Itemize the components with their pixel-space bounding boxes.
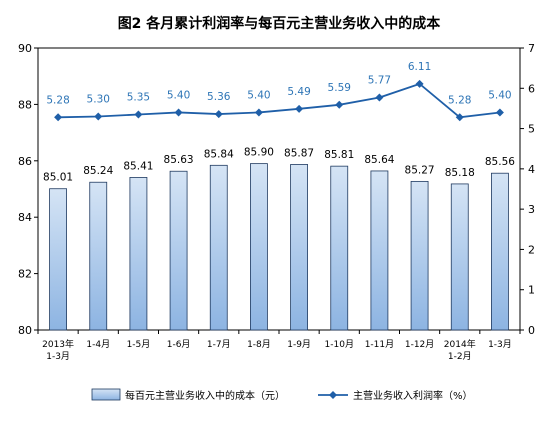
x-axis-category-label: 2014年 1-2月 [444,338,476,362]
bar-value-label: 85.41 [123,160,153,172]
left-axis-tick-label: 88 [18,98,32,111]
right-axis-tick-label: 1 [528,284,535,297]
x-axis-category-label: 1-11月 [365,339,394,350]
x-axis-category-label: 1-7月 [207,339,231,350]
line-marker [134,110,143,119]
line-value-label: 5.49 [287,86,310,98]
left-axis-tick-label: 86 [18,155,32,168]
plot-area: 80 82 84 86 88 90 0 1 2 3 4 5 6 7 85.01 85.24 85.41 85.63… [18,42,535,362]
line-marker [455,113,464,122]
x-axis-category-label-line: 1-12月 [405,339,434,350]
legend-line-marker [329,391,337,399]
x-axis-category-label-line: 1-11月 [365,339,394,350]
bar-value-label: 85.18 [445,167,475,179]
legend-bar-label: 每百元主营业务收入中的成本（元） [125,389,285,402]
bar [491,172,509,331]
bar [410,180,429,331]
bar [89,181,108,331]
line-marker [254,108,263,117]
x-axis-category-label-line: 1-4月 [86,339,110,350]
right-axis-tick-label: 0 [528,324,535,337]
bar [330,165,349,331]
x-axis-category-label-line: 2013年 [42,338,74,350]
bar-value-label: 85.87 [284,147,314,159]
legend-line-label: 主营业务收入利润率（%） [353,389,473,402]
line-marker [174,108,183,117]
chart-title: 图2 各月累计利润率与每百元主营业务收入中的成本 [118,15,442,32]
line-value-label: 5.77 [368,75,391,87]
line-marker [495,108,504,117]
bar [129,177,148,331]
x-axis-category-label-line: 1-8月 [247,339,271,350]
line-value-label: 5.59 [328,82,351,94]
x-axis-category-label: 1-9月 [287,339,311,350]
bar [450,183,469,331]
bar-value-label: 85.64 [364,154,394,166]
left-axis-tick-label: 82 [18,268,32,281]
bar-value-label: 85.84 [204,148,234,160]
bar-value-label: 85.90 [244,147,274,159]
line-series [58,82,501,119]
line-marker [415,79,424,88]
x-axis-category-label-line: 1-3月 [46,351,70,362]
right-axis-tick-label: 7 [528,42,535,55]
x-axis-category-label-line: 1-9月 [287,339,311,350]
bar [250,163,268,331]
bar-value-label: 85.81 [324,149,354,161]
line-value-label: 5.40 [247,89,270,101]
x-axis-category-label-line: 1-2月 [448,351,472,362]
bar [169,170,188,331]
right-axis-tick-label: 3 [528,203,535,216]
bar [209,164,228,331]
line-value-label: 5.40 [167,89,190,101]
line-value-label: 5.36 [207,91,231,103]
right-axis-tick-label: 4 [528,163,535,176]
line-marker [335,100,344,109]
line-value-label: 5.40 [488,89,511,101]
x-axis-category-label: 1-4月 [86,339,110,350]
line-marker [214,110,223,119]
line-value-label: 6.11 [408,61,431,73]
left-axis-tick-label: 80 [18,324,32,337]
bar-value-label: 85.24 [83,165,113,177]
line-marker [94,112,103,121]
x-axis-category-label-line: 1-5月 [127,339,151,350]
line-marker [54,113,63,122]
line-value-label: 5.28 [448,94,471,106]
x-axis-category-label-line: 1-3月 [488,339,512,350]
bar [290,164,308,331]
plot-frame [37,47,521,331]
legend: 每百元主营业务收入中的成本（元） 主营业务收入利润率（%） [91,388,473,402]
line-value-label: 5.35 [127,91,150,103]
left-axis-tick-label: 84 [18,211,32,224]
x-axis-category-label: 2013年 1-3月 [42,338,74,362]
line-value-label: 5.28 [46,94,69,106]
bar-value-label: 85.56 [485,156,515,168]
x-axis-category-label-line: 1-10月 [325,339,354,350]
line-marker [375,93,384,102]
left-axis-tick-label: 90 [18,42,32,55]
legend-bar-swatch [91,388,121,401]
bar [370,170,389,331]
x-axis-category-label-line: 2014年 [444,338,476,350]
x-axis-category-label: 1-12月 [405,339,434,350]
right-axis-tick-label: 2 [528,243,535,256]
x-axis-category-label: 1-10月 [325,339,354,350]
bar-value-label: 85.63 [164,154,194,166]
bar-value-label: 85.01 [43,172,73,184]
right-axis-tick-label: 5 [528,123,535,136]
bar-value-label: 85.27 [405,164,435,176]
x-axis-category-label: 1-8月 [247,339,271,350]
right-axis-tick-label: 6 [528,82,535,95]
line-marker [295,104,304,113]
x-axis-category-label: 1-3月 [488,339,512,350]
x-axis-category-label-line: 1-6月 [167,339,191,350]
x-axis-category-label-line: 1-7月 [207,339,231,350]
x-axis-category-label: 1-6月 [167,339,191,350]
x-axis-category-label: 1-5月 [127,339,151,350]
line-value-label: 5.30 [87,93,110,105]
bar [49,188,67,331]
